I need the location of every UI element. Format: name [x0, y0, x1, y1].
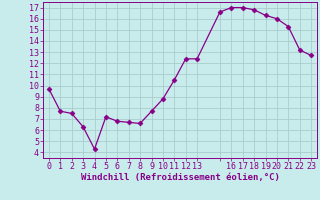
X-axis label: Windchill (Refroidissement éolien,°C): Windchill (Refroidissement éolien,°C) — [81, 173, 279, 182]
